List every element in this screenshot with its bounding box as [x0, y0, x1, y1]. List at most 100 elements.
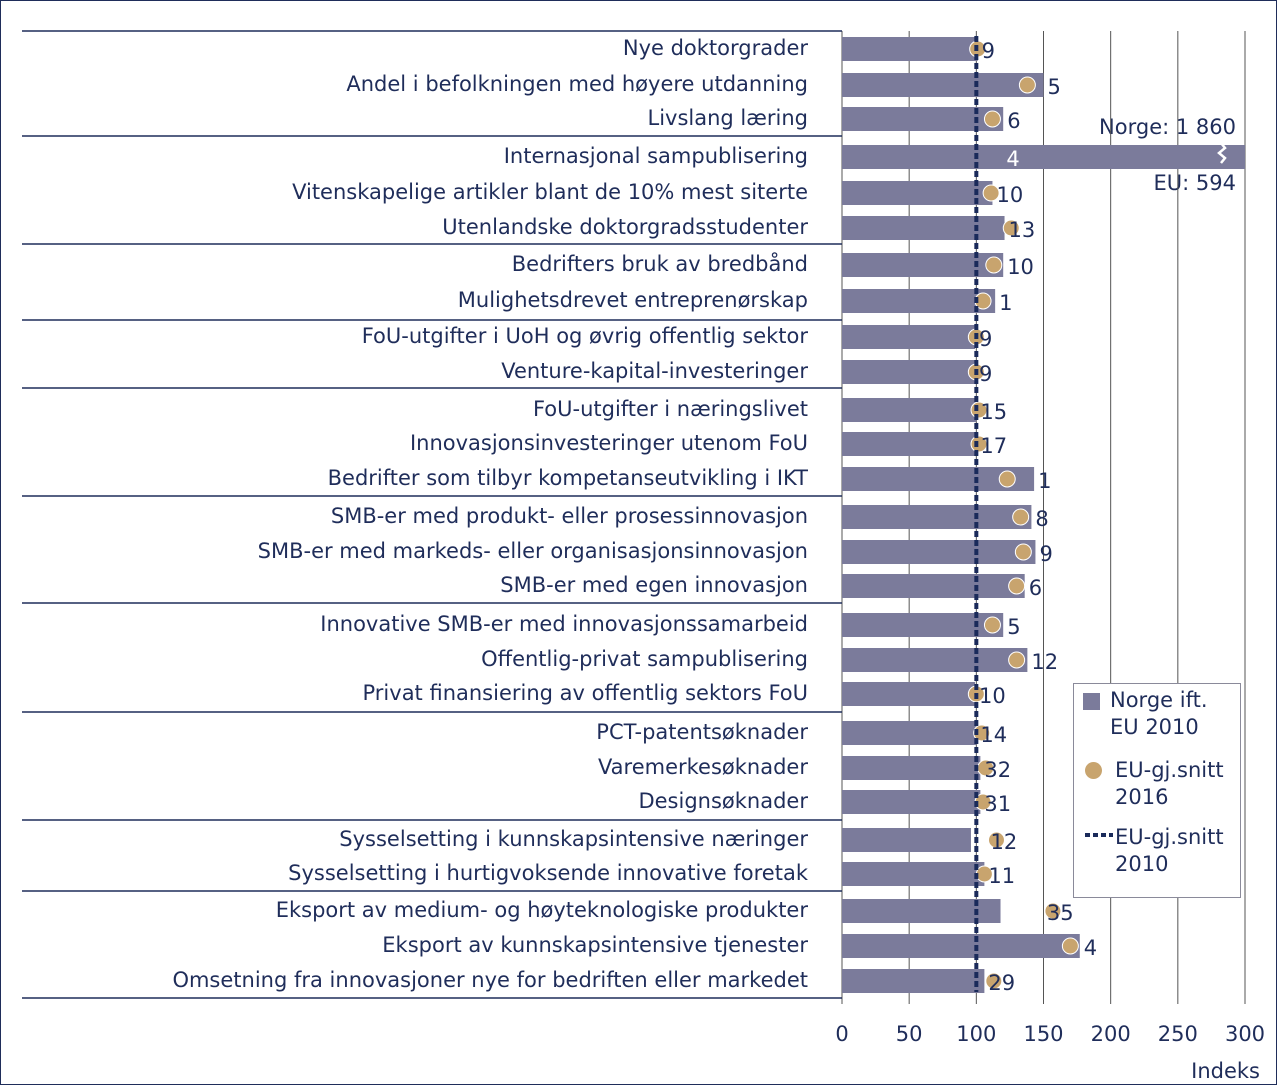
rank-label: 10 [996, 183, 1023, 207]
x-tick-label: 0 [835, 1022, 848, 1046]
x-tick-label: 50 [896, 1022, 923, 1046]
category-label: Varemerkesøknader [598, 755, 808, 779]
dot [1061, 937, 1079, 955]
dot [985, 256, 1003, 274]
bar [842, 432, 977, 456]
bar [842, 756, 981, 780]
rank-label: 9 [979, 362, 992, 386]
x-tick-label: 200 [1091, 1022, 1131, 1046]
x-tick-label: 100 [956, 1022, 996, 1046]
dot [1008, 577, 1026, 595]
category-label: Andel i befolkningen med høyere utdannin… [346, 72, 808, 96]
x-axis-label: Indeks [1191, 1059, 1260, 1083]
dot [985, 972, 1003, 990]
category-label: Utenlandske doktorgradsstudenter [442, 215, 808, 239]
rank-label: 6 [1007, 109, 1020, 133]
rank-label: 1 [1038, 469, 1051, 493]
bar [842, 969, 985, 993]
bar [842, 107, 1004, 131]
category-label: Livslang læring [648, 106, 808, 130]
dot [982, 184, 1000, 202]
bar [842, 253, 1004, 277]
rank-label: 12 [1031, 650, 1058, 674]
rank-label: 8 [1035, 507, 1048, 531]
bar [842, 934, 1080, 958]
category-label: Offentlig-privat sampublisering [481, 647, 808, 671]
category-label: Privat finansiering av offentlig sektors… [363, 681, 809, 705]
bar [842, 899, 1001, 923]
bar [842, 790, 981, 814]
dot [998, 470, 1016, 488]
category-label: Sysselsetting i kunnskapsintensive nærin… [339, 827, 808, 851]
rank-label: 5 [1007, 615, 1020, 639]
category-label: Eksport av kunnskapsintensive tjenester [382, 933, 808, 957]
dot [987, 831, 1005, 849]
axis-break [1217, 142, 1227, 164]
category-label: Innovasjonsinvesteringer utenom FoU [410, 431, 808, 455]
dot [1014, 543, 1032, 561]
bar [842, 37, 978, 61]
legend-swatch [1085, 762, 1102, 779]
category-label: Innovative SMB-er med innovasjonssamarbe… [320, 612, 808, 636]
rank-label: 6 [1029, 576, 1042, 600]
dot [1044, 902, 1062, 920]
rank-label: 4 [1084, 936, 1097, 960]
legend-label: EU-gj.snitt 2016 [1115, 758, 1224, 809]
rank-label: 15 [980, 400, 1007, 424]
bar [842, 828, 971, 852]
category-label: Venture-kapital-investeringer [501, 359, 808, 383]
rank-label: 10 [979, 684, 1006, 708]
bar [842, 398, 977, 422]
rank-label: 5 [1048, 75, 1061, 99]
bar [842, 613, 1004, 637]
bar [842, 574, 1025, 598]
dot [1012, 508, 1030, 526]
category-label: Bedrifter som tilbyr kompetanseutvikling… [328, 466, 809, 490]
annotation: EU: 594 [1154, 171, 1236, 195]
category-label: FoU-utgifter i næringslivet [533, 397, 808, 421]
bar [842, 721, 977, 745]
rank-label: 9 [982, 39, 995, 63]
category-label: SMB-er med egen innovasjon [500, 573, 808, 597]
rank-label: 29 [988, 971, 1015, 995]
rank-label: 9 [979, 327, 992, 351]
legend-label: EU-gj.snitt 2010 [1115, 825, 1224, 876]
x-tick-label: 250 [1158, 1022, 1198, 1046]
bar [842, 325, 975, 349]
category-label: Internasjonal sampublisering [504, 144, 808, 168]
bar [842, 181, 993, 205]
rank-label: 10 [1007, 255, 1034, 279]
legend-label: Norge ift. EU 2010 [1110, 688, 1208, 739]
category-label: SMB-er med produkt- eller prosessinnovas… [331, 504, 808, 528]
category-label: Vitenskapelige artikler blant de 10% mes… [292, 180, 808, 204]
category-label: PCT-patentsøknader [596, 720, 808, 744]
bar [842, 145, 1245, 169]
bar [842, 505, 1032, 529]
category-label: Sysselsetting i hurtigvoksende innovativ… [288, 861, 809, 885]
bar [842, 540, 1036, 564]
rank-label: 11 [988, 864, 1015, 888]
rank-label: 4 [1006, 147, 1019, 171]
bar [842, 360, 975, 384]
rank-label: 31 [984, 792, 1011, 816]
rank-label: 13 [1009, 218, 1036, 242]
x-tick-label: 150 [1023, 1022, 1063, 1046]
category-label: Nye doktorgrader [623, 36, 809, 60]
rank-label: 14 [980, 723, 1007, 747]
dot [983, 616, 1001, 634]
legend-swatch [1085, 833, 1113, 837]
category-label: Designsøknader [638, 789, 808, 813]
rank-label: 35 [1047, 901, 1074, 925]
rank-label: 9 [1039, 542, 1052, 566]
bar [842, 289, 996, 313]
rank-label: 12 [990, 830, 1017, 854]
legend-swatch [1083, 693, 1100, 710]
bar [842, 216, 1005, 240]
legend [1073, 683, 1241, 898]
rank-label: 32 [984, 758, 1011, 782]
bar [842, 682, 975, 706]
category-label: Omsetning fra innovasjoner nye for bedri… [172, 968, 808, 992]
category-label: SMB-er med markeds- eller organisasjonsi… [258, 539, 808, 563]
